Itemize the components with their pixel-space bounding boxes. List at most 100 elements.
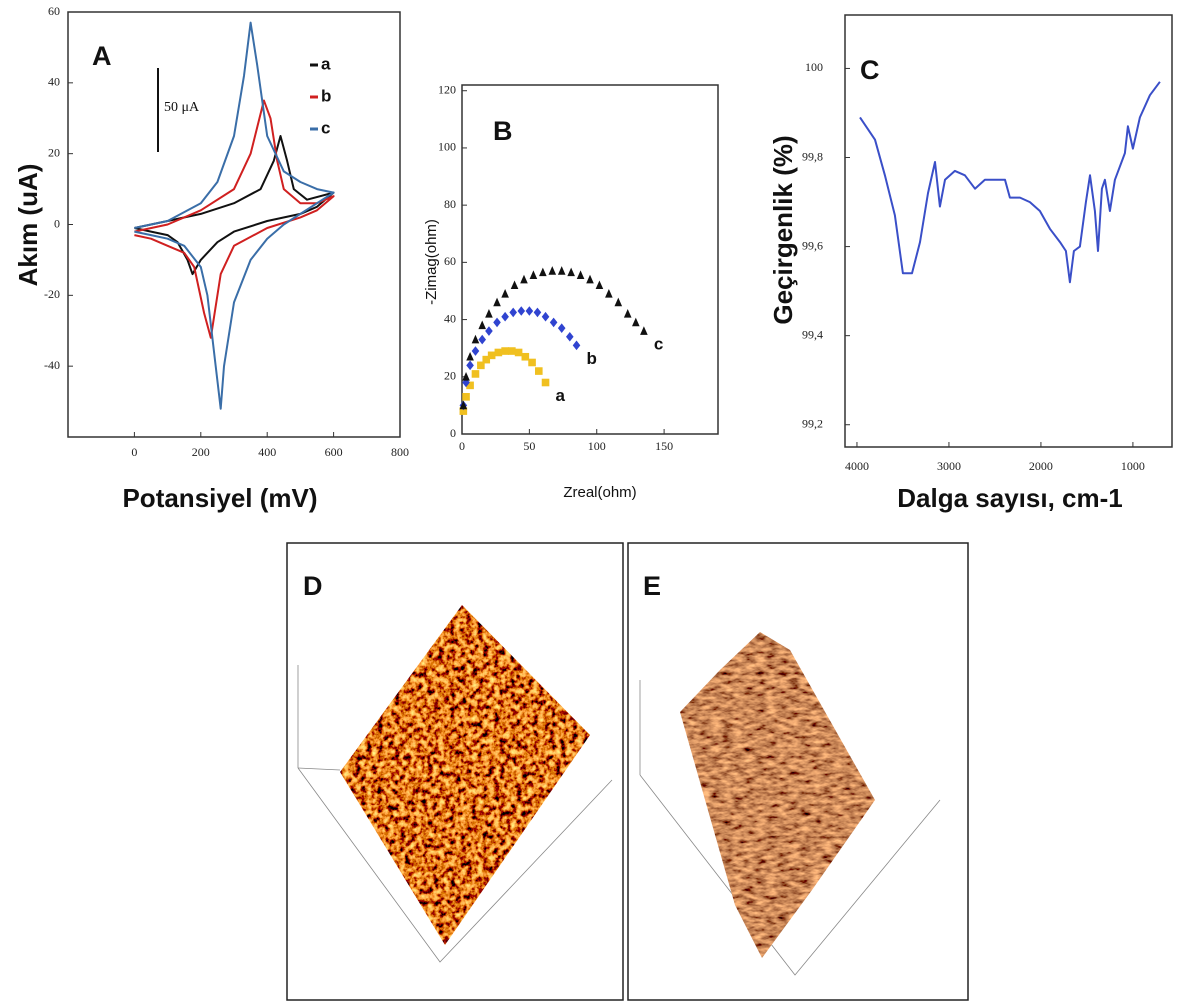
afm-axes [297, 665, 613, 963]
point [501, 347, 509, 355]
point [510, 280, 519, 290]
point [493, 317, 501, 328]
point [493, 297, 501, 307]
panel-frame [286, 542, 624, 1001]
point [478, 320, 487, 330]
point [521, 352, 530, 361]
point [494, 348, 503, 357]
point [539, 267, 547, 277]
x-tick-label: 0 [131, 445, 137, 459]
plot-frame [67, 11, 401, 438]
x-tick-label: 800 [391, 445, 409, 459]
point [595, 280, 604, 290]
y-tick-label: 120 [438, 82, 456, 96]
x-tick-label: 100 [588, 439, 606, 453]
point [471, 346, 480, 356]
legend-label: c [321, 118, 330, 137]
point [535, 367, 543, 375]
afm-axes [639, 680, 941, 976]
point [640, 326, 648, 335]
y-tick-label: -40 [44, 358, 60, 372]
x-tick-label: 0 [459, 439, 465, 453]
panel-label: A [92, 41, 112, 71]
y-tick-label: 99,6 [802, 238, 823, 252]
x-tick-label: 4000 [845, 459, 869, 473]
y-tick-label: 80 [444, 197, 456, 211]
y-tick-label: 0 [54, 216, 60, 230]
y-axis-label: Geçirgenlik (%) [768, 135, 798, 324]
panel-label: D [303, 571, 323, 601]
y-tick-label: 99,4 [802, 327, 823, 341]
point [541, 378, 550, 387]
y-tick-label: 20 [444, 369, 456, 383]
point [525, 306, 534, 316]
x-axis-label: Potansiyel (mV) [122, 483, 317, 513]
point [508, 347, 516, 355]
point [541, 311, 550, 322]
point [520, 274, 528, 284]
y-tick-label: 99,2 [802, 416, 823, 430]
point [529, 270, 538, 280]
point [501, 311, 509, 322]
point [572, 340, 581, 351]
point [482, 355, 491, 364]
point [517, 306, 526, 316]
y-tick-label: 60 [48, 4, 60, 18]
point [478, 334, 487, 345]
point [466, 360, 474, 371]
y-tick-label: 100 [805, 60, 823, 74]
scale-label: 50 μA [164, 100, 200, 115]
point [459, 407, 468, 415]
afm-image [340, 605, 590, 945]
y-tick-label: 0 [450, 426, 456, 440]
point [471, 370, 480, 378]
point [605, 289, 613, 298]
series-label: b [587, 349, 597, 368]
point [557, 323, 566, 333]
x-tick-label: 150 [655, 439, 673, 453]
x-tick-label: 2000 [1029, 459, 1053, 473]
point [565, 331, 574, 342]
series-label: c [654, 335, 663, 354]
legend-label: a [321, 54, 331, 73]
x-tick-label: 50 [523, 439, 535, 453]
y-tick-label: 40 [444, 311, 456, 325]
y-tick-label: 100 [438, 140, 456, 154]
x-tick-label: 1000 [1121, 459, 1145, 473]
point [462, 393, 470, 401]
series-line [134, 21, 335, 410]
x-axis-label: Zreal(ohm) [563, 484, 636, 501]
x-tick-label: 3000 [937, 459, 961, 473]
point [576, 270, 585, 280]
point [459, 400, 468, 410]
point [557, 266, 566, 275]
y-axis-label: -Zimag(ohm) [423, 219, 440, 305]
point [477, 361, 485, 370]
point [528, 358, 536, 367]
point [514, 348, 523, 357]
y-tick-label: -20 [44, 287, 60, 301]
x-tick-label: 200 [192, 445, 210, 459]
legend-label: b [321, 86, 331, 105]
x-tick-label: 400 [258, 445, 276, 459]
series-line [134, 135, 335, 276]
y-tick-label: 20 [48, 145, 60, 159]
point [462, 377, 470, 388]
point [485, 326, 493, 336]
y-axis-label: Akım (uA) [13, 164, 43, 287]
point [509, 307, 517, 318]
point [466, 381, 474, 390]
point [549, 317, 558, 328]
plot-frame [461, 84, 719, 435]
y-tick-label: 60 [444, 254, 456, 268]
x-tick-label: 600 [325, 445, 343, 459]
point [586, 274, 594, 284]
point [487, 351, 496, 360]
point [632, 317, 640, 327]
series-line [134, 99, 335, 339]
point [623, 309, 632, 318]
point [485, 309, 493, 318]
afm-image [680, 632, 875, 958]
point [501, 289, 509, 298]
